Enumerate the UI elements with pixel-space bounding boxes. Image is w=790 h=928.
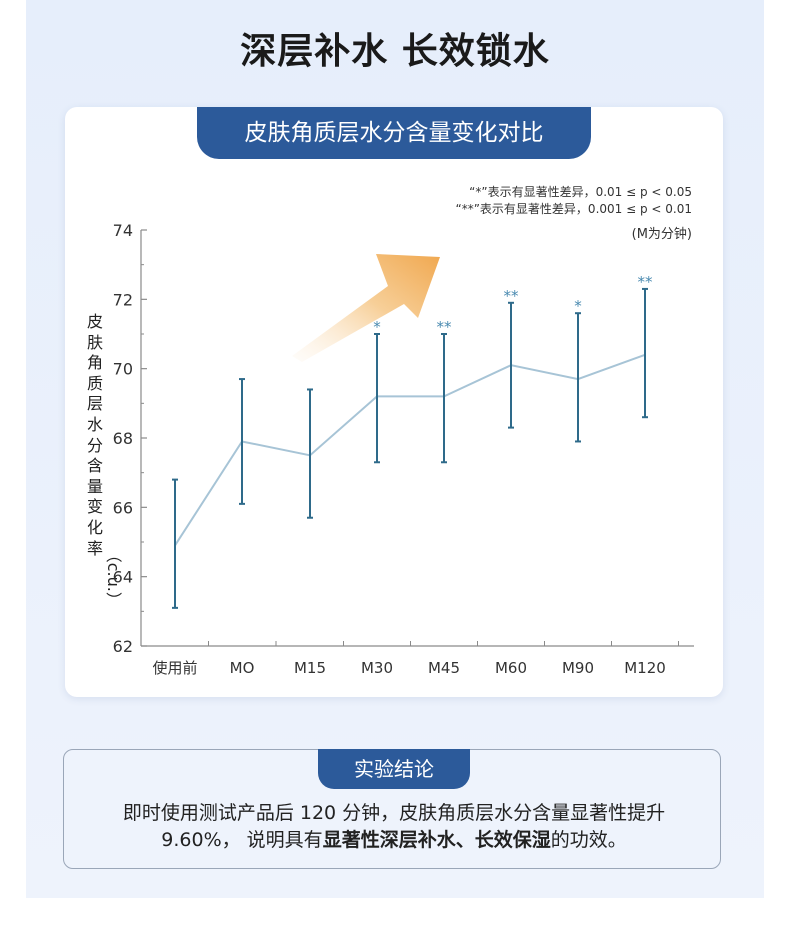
y-axis-label-char: 水	[86, 414, 103, 434]
significance-mark: **	[504, 287, 520, 305]
y-axis-label-char: 质	[86, 373, 103, 393]
y-tick-label: 66	[113, 498, 133, 517]
significance-note-double: “**”表示有显著性差异，0.001 ≤ p < 0.01	[455, 202, 693, 216]
x-tick-label: M60	[495, 659, 527, 677]
trend-arrow-icon	[292, 254, 440, 362]
significance-mark: *	[373, 318, 381, 336]
minutes-note: (M为分钟)	[631, 227, 692, 242]
y-axis-label-char: 角	[86, 353, 103, 373]
conclusion-line-2-suffix: 的功效。	[550, 829, 627, 851]
significance-mark: *	[574, 297, 582, 315]
conclusion-line-2: 9.60%， 说明具有显著性深层补水、长效保湿的功效。	[70, 827, 718, 854]
x-tick-label: M90	[562, 659, 594, 677]
y-axis-label-char: 化	[86, 517, 103, 537]
conclusion-header: 实验结论	[318, 749, 470, 789]
y-tick-label: 62	[113, 637, 133, 656]
y-axis-label-char: 分	[86, 435, 103, 455]
y-tick-label: 64	[113, 568, 133, 587]
x-tick-label: M15	[294, 659, 326, 677]
significance-note-single: “*”表示有显著性差异，0.01 ≤ p < 0.05	[469, 185, 692, 199]
y-tick-label: 68	[113, 429, 133, 448]
y-tick-label: 70	[113, 360, 133, 379]
y-axis-label-char: 变	[86, 497, 103, 517]
y-axis-label-char: 肤	[86, 332, 103, 352]
significance-mark: **	[437, 318, 453, 336]
y-axis-label-char: 含	[86, 456, 103, 476]
y-axis-label-char: 层	[86, 394, 103, 414]
significance-mark: **	[638, 273, 654, 291]
series-line	[174, 353, 646, 547]
x-tick-label: M45	[428, 659, 460, 677]
conclusion-line-2-bold: 显著性深层补水、长效保湿	[322, 829, 551, 851]
x-tick-label: 使用前	[152, 659, 197, 677]
y-tick-label: 74	[113, 221, 133, 240]
conclusion-text: 即时使用测试产品后 120 分钟，皮肤角质层水分含量显著性提升 9.60%， 说…	[70, 800, 718, 854]
x-tick-label: MO	[230, 659, 255, 677]
y-axis-label-char: 皮	[86, 312, 103, 331]
x-tick-label: M30	[361, 659, 393, 677]
y-axis-label-char: 率	[86, 538, 103, 558]
page-title: 深层补水 长效锁水	[240, 31, 550, 72]
chart-card-header: 皮肤角质层水分含量变化对比	[197, 107, 591, 159]
y-axis-label-char: 量	[86, 476, 103, 496]
y-axis-label: 皮肤角质层水分含量变化率（c.u.）	[82, 312, 123, 608]
x-tick-label: M120	[624, 659, 666, 677]
y-tick-label: 72	[113, 290, 133, 309]
conclusion-line-2-prefix: 9.60%， 说明具有	[161, 829, 323, 851]
conclusion-line-1: 即时使用测试产品后 120 分钟，皮肤角质层水分含量显著性提升	[122, 802, 666, 824]
